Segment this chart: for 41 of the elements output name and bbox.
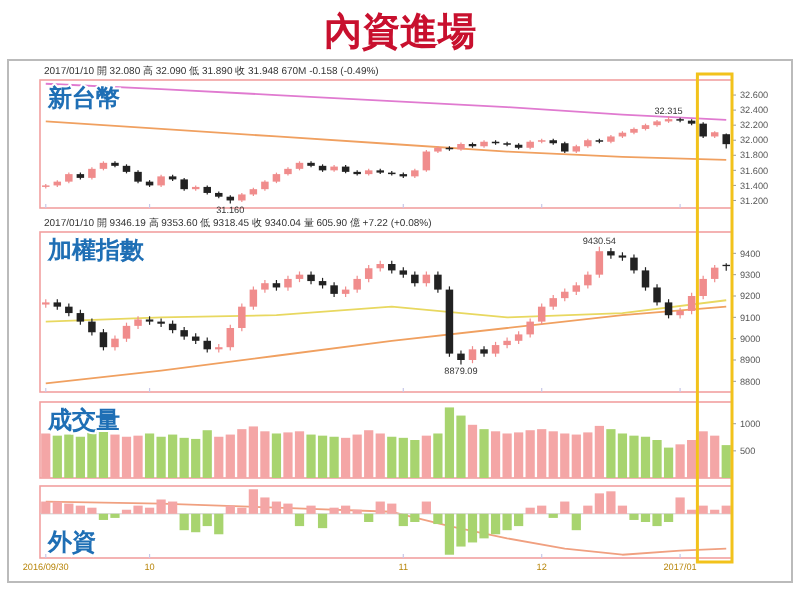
candlestick	[607, 247, 615, 260]
bar	[294, 513, 305, 527]
candlestick	[457, 349, 465, 366]
candlestick	[687, 292, 696, 315]
candlestick	[653, 283, 661, 307]
line-series	[44, 299, 728, 323]
candlestick	[238, 302, 246, 332]
chart-title: 加權指數	[46, 236, 146, 264]
candlestick	[99, 328, 108, 351]
bar	[317, 513, 328, 529]
bar	[421, 501, 431, 514]
candlestick	[699, 275, 707, 300]
chart-title: 內資進場	[324, 10, 476, 54]
bar	[571, 513, 581, 531]
bar	[306, 505, 316, 514]
candlestick	[249, 285, 258, 311]
candlestick	[641, 266, 650, 292]
candlestick	[595, 246, 604, 279]
candlestick	[122, 322, 131, 343]
candlestick	[537, 302, 546, 326]
text: 外資	[46, 528, 96, 556]
line-series	[44, 120, 728, 161]
bar	[721, 445, 731, 478]
bar	[271, 433, 282, 478]
candlestick	[503, 337, 511, 349]
candlestick	[676, 307, 684, 319]
candlestick	[434, 270, 442, 294]
annotation: 新台幣	[46, 84, 120, 112]
candlestick	[526, 317, 534, 339]
bar	[364, 513, 374, 522]
candlestick	[664, 298, 673, 319]
chart-title: 成交量	[46, 406, 120, 434]
candlestick	[480, 345, 488, 358]
bar	[560, 501, 570, 514]
bar	[479, 429, 489, 478]
line-series	[44, 82, 728, 121]
line-series	[44, 305, 728, 385]
candlestick	[630, 253, 638, 275]
candlestick	[226, 324, 235, 351]
candlestick	[157, 317, 165, 328]
candlestick	[307, 270, 315, 285]
